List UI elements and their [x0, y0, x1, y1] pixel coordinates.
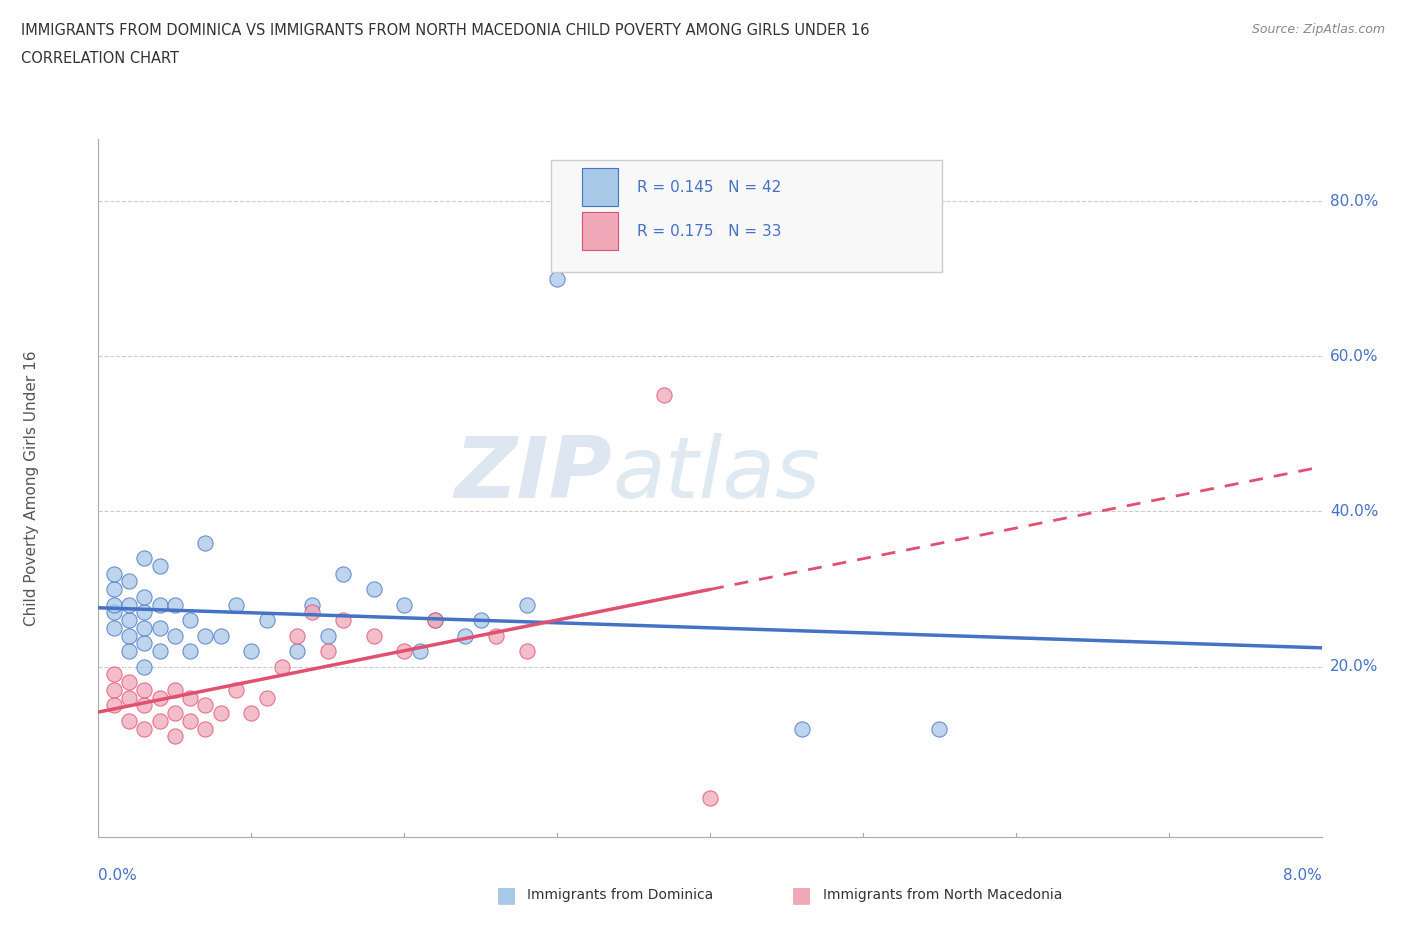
Point: [149, 558, 172, 573]
Point: [485, 628, 508, 643]
Point: [103, 604, 125, 619]
Point: [103, 683, 125, 698]
Point: [546, 272, 568, 286]
Point: [134, 636, 156, 651]
Point: [516, 644, 538, 658]
Point: [316, 628, 339, 643]
FancyBboxPatch shape: [551, 161, 942, 272]
Point: [316, 644, 339, 658]
Point: [179, 644, 201, 658]
Text: 8.0%: 8.0%: [1282, 868, 1322, 883]
FancyBboxPatch shape: [582, 168, 619, 206]
Point: [516, 597, 538, 612]
Point: [103, 597, 125, 612]
Point: [392, 644, 416, 658]
FancyBboxPatch shape: [582, 212, 619, 250]
Point: [149, 644, 172, 658]
Text: 60.0%: 60.0%: [1330, 349, 1378, 364]
Point: [163, 628, 186, 643]
Point: [194, 535, 217, 550]
Text: R = 0.175   N = 33: R = 0.175 N = 33: [637, 224, 782, 239]
Point: [134, 604, 156, 619]
Text: 20.0%: 20.0%: [1330, 659, 1378, 674]
Point: [194, 698, 217, 712]
Text: ■: ■: [792, 884, 811, 905]
Point: [209, 628, 232, 643]
Point: [790, 721, 813, 736]
Point: [332, 566, 354, 581]
Point: [103, 581, 125, 596]
Point: [470, 613, 492, 628]
Point: [118, 644, 141, 658]
Point: [163, 597, 186, 612]
Point: [209, 706, 232, 721]
Text: Immigrants from North Macedonia: Immigrants from North Macedonia: [823, 887, 1062, 902]
Text: 80.0%: 80.0%: [1330, 194, 1378, 209]
Point: [454, 628, 477, 643]
Point: [149, 620, 172, 635]
Point: [118, 628, 141, 643]
Point: [928, 721, 950, 736]
Point: [270, 659, 294, 674]
Text: ZIP: ZIP: [454, 432, 612, 516]
Point: [301, 604, 323, 619]
Point: [408, 644, 430, 658]
Point: [179, 690, 201, 705]
Text: CORRELATION CHART: CORRELATION CHART: [21, 51, 179, 66]
Point: [118, 690, 141, 705]
Point: [134, 551, 156, 565]
Point: [163, 706, 186, 721]
Point: [134, 721, 156, 736]
Point: [256, 690, 278, 705]
Point: [103, 566, 125, 581]
Point: [134, 659, 156, 674]
Point: [118, 613, 141, 628]
Text: Immigrants from Dominica: Immigrants from Dominica: [527, 887, 713, 902]
Point: [118, 574, 141, 589]
Point: [134, 590, 156, 604]
Point: [225, 683, 247, 698]
Point: [134, 620, 156, 635]
Point: [103, 667, 125, 682]
Text: ■: ■: [496, 884, 516, 905]
Point: [103, 620, 125, 635]
Text: R = 0.145   N = 42: R = 0.145 N = 42: [637, 179, 780, 194]
Point: [256, 613, 278, 628]
Point: [363, 628, 385, 643]
Point: [240, 644, 263, 658]
Point: [134, 698, 156, 712]
Point: [194, 721, 217, 736]
Point: [285, 644, 308, 658]
Text: Source: ZipAtlas.com: Source: ZipAtlas.com: [1251, 23, 1385, 36]
Point: [149, 690, 172, 705]
Point: [118, 674, 141, 689]
Text: IMMIGRANTS FROM DOMINICA VS IMMIGRANTS FROM NORTH MACEDONIA CHILD POVERTY AMONG : IMMIGRANTS FROM DOMINICA VS IMMIGRANTS F…: [21, 23, 869, 38]
Point: [179, 713, 201, 728]
Point: [163, 729, 186, 744]
Point: [301, 597, 323, 612]
Point: [134, 683, 156, 698]
Point: [392, 597, 416, 612]
Point: [149, 713, 172, 728]
Point: [240, 706, 263, 721]
Point: [149, 597, 172, 612]
Point: [699, 790, 721, 805]
Point: [363, 581, 385, 596]
Point: [423, 613, 446, 628]
Text: atlas: atlas: [612, 432, 820, 516]
Point: [103, 698, 125, 712]
Point: [194, 628, 217, 643]
Point: [423, 613, 446, 628]
Point: [118, 597, 141, 612]
Point: [163, 683, 186, 698]
Point: [225, 597, 247, 612]
Text: 40.0%: 40.0%: [1330, 504, 1378, 519]
Point: [179, 613, 201, 628]
Point: [118, 713, 141, 728]
Point: [285, 628, 308, 643]
Text: 0.0%: 0.0%: [98, 868, 138, 883]
Point: [652, 388, 675, 403]
Text: Child Poverty Among Girls Under 16: Child Poverty Among Girls Under 16: [24, 351, 38, 626]
Point: [332, 613, 354, 628]
